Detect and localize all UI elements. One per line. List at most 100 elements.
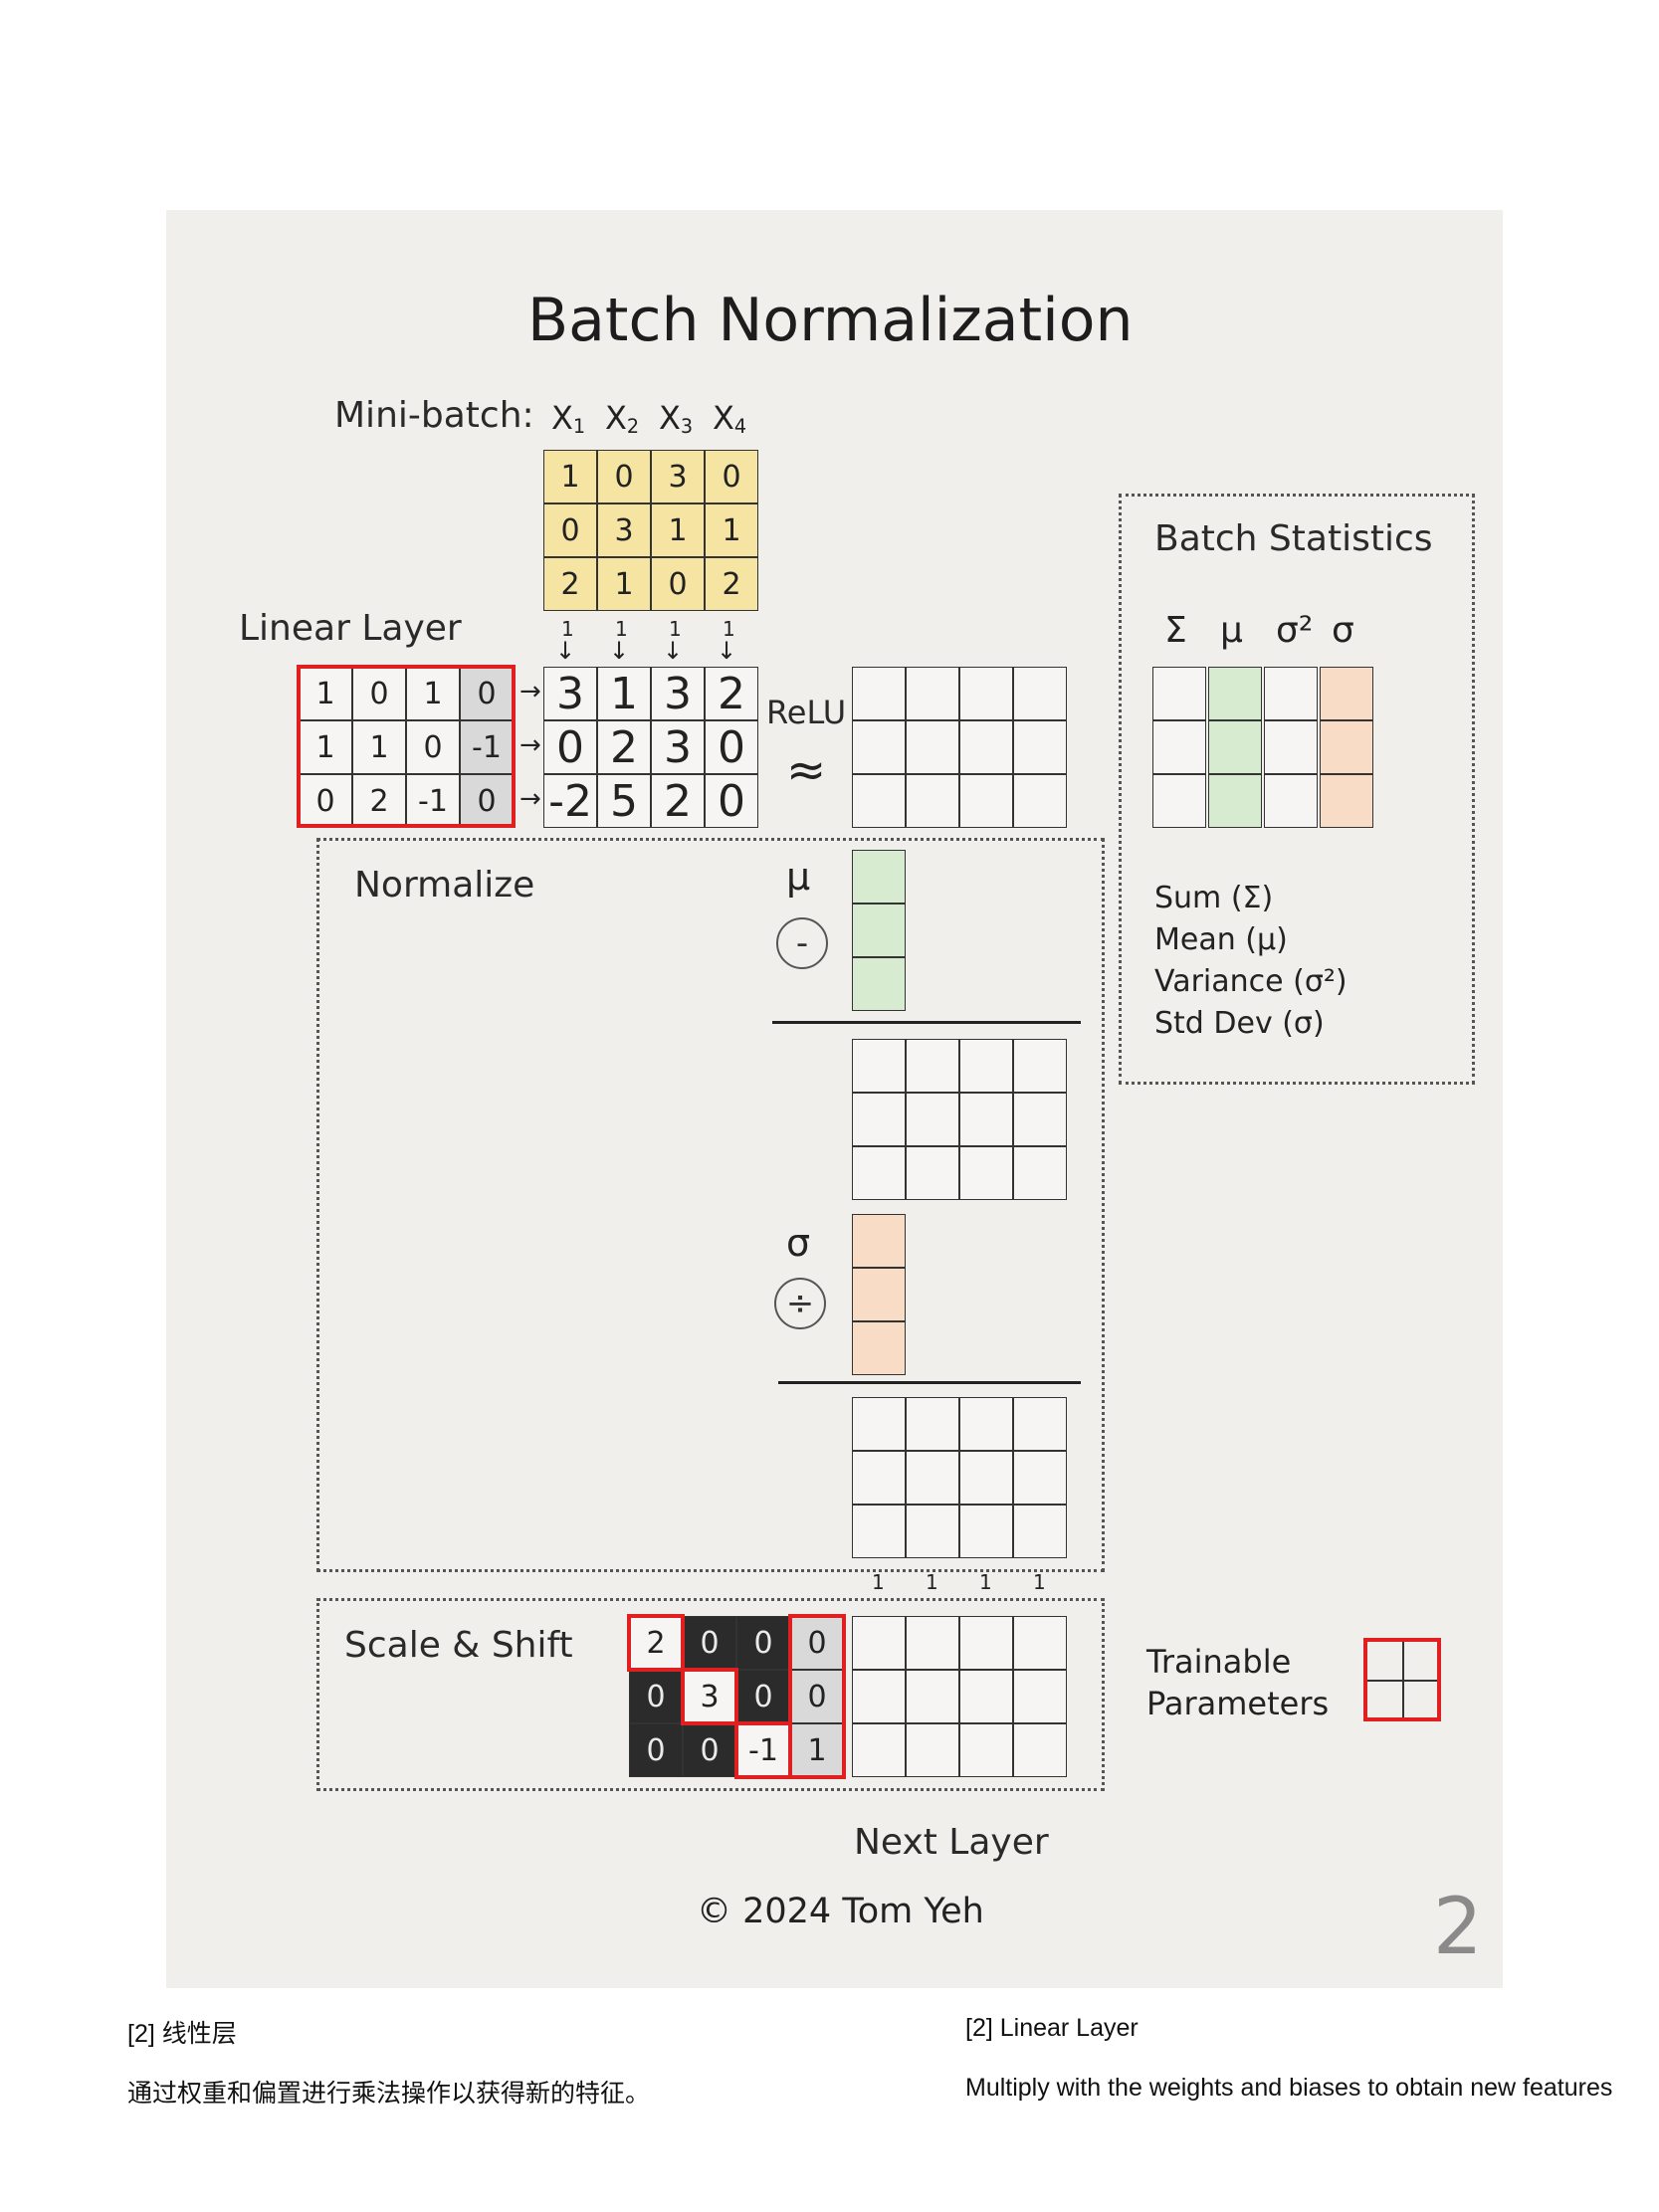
normalized-cell [906, 1397, 959, 1451]
down-arrow-icon: ↓ [717, 637, 737, 665]
diagram-title: Batch Normalization [527, 286, 1134, 355]
linear-output-cell: 3 [651, 667, 705, 720]
statistic-column-cell [1264, 720, 1318, 774]
centered-cell [1013, 1146, 1067, 1200]
centered-cell [852, 1093, 906, 1146]
minibatch-cell: 1 [543, 450, 597, 503]
page-number: 2 [1433, 1883, 1483, 1972]
sigma-cell [852, 1268, 906, 1321]
scale-shift-output-cell [959, 1670, 1013, 1723]
minibatch-cell: 0 [543, 503, 597, 557]
normalize-box [316, 838, 1105, 1572]
batch-statistics-box [1119, 494, 1475, 1085]
scale-shift-output-cell [852, 1723, 906, 1777]
minibatch-cell: 2 [705, 557, 758, 611]
relu-output-cell [1013, 720, 1067, 774]
scale-shift-cell: 2 [629, 1616, 683, 1670]
centered-cell [852, 1039, 906, 1093]
normalized-cell [852, 1397, 906, 1451]
statistic-legend-item: Mean (μ) [1154, 922, 1288, 957]
scale-shift-cell: 0 [790, 1616, 844, 1670]
weight-cell: 0 [299, 774, 352, 828]
statistic-column-cell [1320, 774, 1373, 828]
centered-cell [906, 1146, 959, 1200]
copyright: © 2024 Tom Yeh [697, 1892, 984, 1931]
statistic-symbol: Σ [1164, 610, 1187, 651]
statistic-symbol: σ [1332, 610, 1354, 651]
weight-cell: 1 [299, 720, 352, 774]
mu-cell [852, 850, 906, 904]
scale-shift-cell: 0 [683, 1616, 736, 1670]
centered-cell [906, 1039, 959, 1093]
mu-symbol: μ [786, 855, 811, 899]
scale-shift-cell: -1 [736, 1723, 790, 1777]
scale-shift-output-cell [906, 1670, 959, 1723]
trainable-highlight [734, 1721, 792, 1779]
linear-output-cell: 1 [597, 667, 651, 720]
statistic-symbol: μ [1220, 610, 1243, 651]
normalized-cell [1013, 1451, 1067, 1505]
statistic-legend-item: Std Dev (σ) [1154, 1006, 1325, 1041]
subtract-divider-line [772, 1021, 1081, 1024]
minibatch-cell: 2 [543, 557, 597, 611]
relu-output-cell [906, 667, 959, 720]
statistic-column-cell [1152, 667, 1206, 720]
statistic-column-cell [1208, 667, 1262, 720]
next-layer-label: Next Layer [854, 1822, 1049, 1863]
minibatch-cell: 1 [705, 503, 758, 557]
normalize-label: Normalize [354, 865, 535, 905]
normalized-cell [959, 1397, 1013, 1451]
statistic-column-cell [1208, 720, 1262, 774]
scale-shift-output-cell [852, 1616, 906, 1670]
linear-output-cell: 2 [651, 774, 705, 828]
scale-shift-cell: 0 [790, 1670, 844, 1723]
statistic-column-cell [1320, 720, 1373, 774]
centered-cell [959, 1039, 1013, 1093]
divide-operator-icon: ÷ [774, 1278, 826, 1329]
centered-cell [959, 1146, 1013, 1200]
scale-one-label: 1 [926, 1570, 938, 1594]
linear-output-cell: 0 [705, 774, 758, 828]
minibatch-label: Mini-batch: [334, 395, 534, 436]
relu-output-cell [959, 667, 1013, 720]
minibatch-cell: 0 [651, 557, 705, 611]
statistic-legend-item: Sum (Σ) [1154, 881, 1274, 915]
scale-shift-output-cell [1013, 1616, 1067, 1670]
scale-shift-label: Scale & Shift [344, 1625, 573, 1666]
trainable-parameters-legend-icon [1363, 1638, 1441, 1721]
down-arrow-icon: ↓ [609, 637, 630, 665]
right-arrow-icon: → [519, 730, 541, 760]
minibatch-cell: 0 [597, 450, 651, 503]
linear-output-cell: 0 [543, 720, 597, 774]
mu-cell [852, 904, 906, 957]
trainable-label-line2: Parameters [1146, 1685, 1330, 1722]
linear-output-cell: 3 [651, 720, 705, 774]
down-arrow-icon: ↓ [663, 637, 684, 665]
statistic-legend-item: Variance (σ²) [1154, 964, 1348, 999]
statistic-symbol: σ² [1276, 610, 1314, 651]
normalized-cell [959, 1505, 1013, 1558]
scale-shift-cell: 0 [683, 1723, 736, 1777]
mu-cell [852, 957, 906, 1011]
trainable-highlight [788, 1614, 846, 1779]
trainable-highlight [627, 1614, 685, 1672]
statistic-column-cell [1264, 774, 1318, 828]
centered-cell [1013, 1039, 1067, 1093]
statistic-column-cell [1320, 667, 1373, 720]
scale-shift-output-cell [959, 1616, 1013, 1670]
bias-one-label: 1 [669, 617, 682, 641]
minibatch-cell: 3 [651, 450, 705, 503]
relu-label: ReLU [766, 694, 847, 731]
scale-shift-output-cell [906, 1723, 959, 1777]
relu-output-cell [852, 720, 906, 774]
scale-one-label: 1 [872, 1570, 885, 1594]
relu-output-cell [1013, 667, 1067, 720]
sigma-cell [852, 1214, 906, 1268]
linear-output-cell: 5 [597, 774, 651, 828]
relu-output-cell [906, 774, 959, 828]
scale-shift-output-cell [1013, 1723, 1067, 1777]
normalized-cell [1013, 1397, 1067, 1451]
sigma-cell [852, 1321, 906, 1375]
trainable-label-line1: Trainable [1146, 1643, 1292, 1681]
